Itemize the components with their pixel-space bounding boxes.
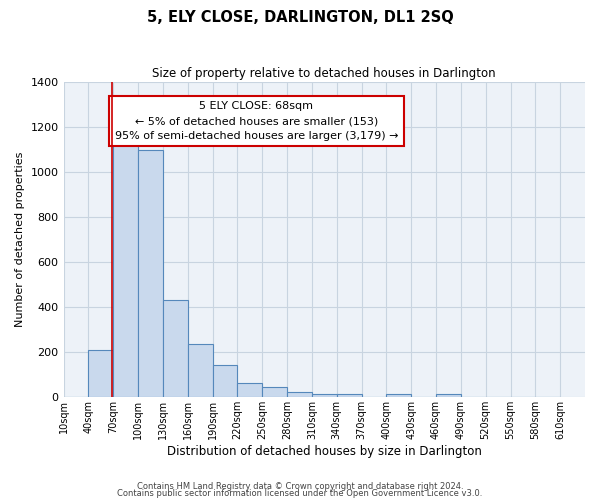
Y-axis label: Number of detached properties: Number of detached properties: [15, 152, 25, 327]
Bar: [337, 394, 362, 397]
X-axis label: Distribution of detached houses by size in Darlington: Distribution of detached houses by size …: [167, 444, 482, 458]
Bar: [287, 392, 312, 397]
Bar: [163, 300, 188, 397]
Bar: [238, 384, 262, 397]
Bar: [138, 150, 163, 397]
Text: Contains public sector information licensed under the Open Government Licence v3: Contains public sector information licen…: [118, 490, 482, 498]
Text: Contains HM Land Registry data © Crown copyright and database right 2024.: Contains HM Land Registry data © Crown c…: [137, 482, 463, 491]
Text: 5 ELY CLOSE: 68sqm
← 5% of detached houses are smaller (153)
95% of semi-detache: 5 ELY CLOSE: 68sqm ← 5% of detached hous…: [115, 102, 398, 141]
Bar: [436, 394, 461, 397]
Text: 5, ELY CLOSE, DARLINGTON, DL1 2SQ: 5, ELY CLOSE, DARLINGTON, DL1 2SQ: [146, 10, 454, 25]
Bar: [386, 394, 411, 397]
Title: Size of property relative to detached houses in Darlington: Size of property relative to detached ho…: [152, 68, 496, 80]
Bar: [188, 344, 212, 397]
Bar: [212, 366, 238, 397]
Bar: [88, 350, 113, 397]
Bar: [262, 388, 287, 397]
Bar: [113, 144, 138, 397]
Bar: [312, 394, 337, 397]
